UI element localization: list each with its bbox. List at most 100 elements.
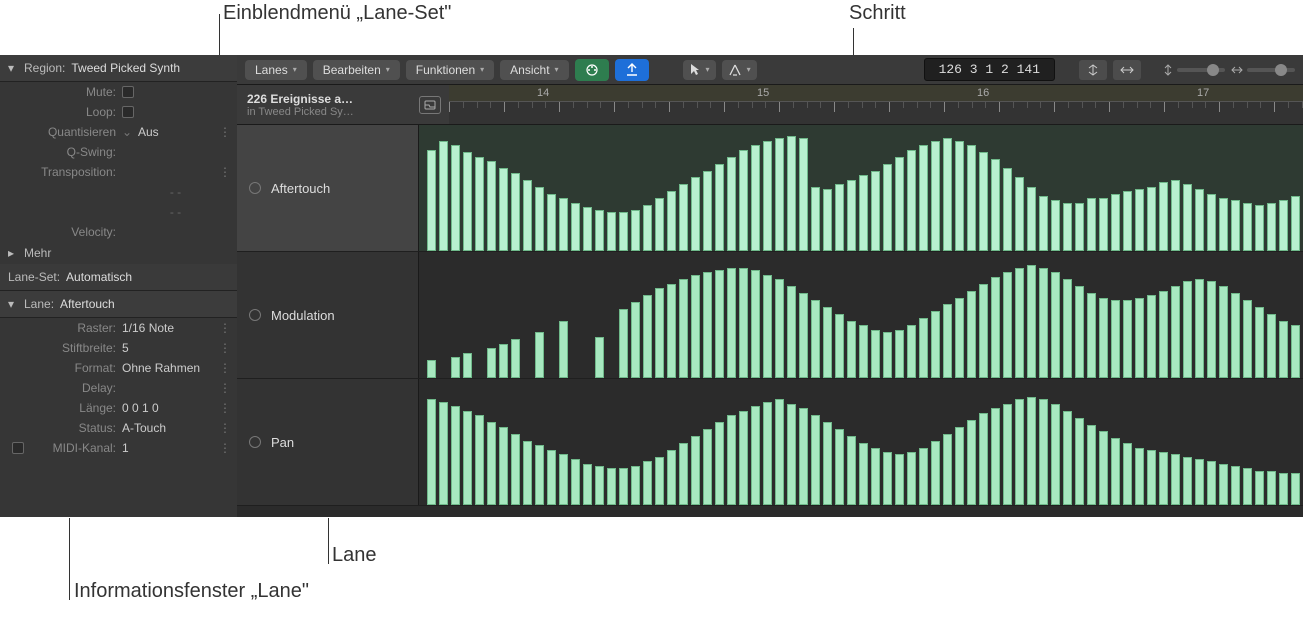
step-bar[interactable]: [463, 411, 472, 505]
step-bar[interactable]: [1219, 198, 1228, 251]
step-bar[interactable]: [535, 445, 544, 505]
step-bar[interactable]: [1063, 279, 1072, 378]
step-bar[interactable]: [559, 321, 568, 379]
step-bar[interactable]: [1075, 418, 1084, 505]
grid-row[interactable]: Raster:1/16 Note⋮: [0, 318, 237, 338]
vertical-zoom-slider[interactable]: [1163, 64, 1225, 76]
lane-header[interactable]: Aftertouch: [237, 125, 419, 251]
step-bar[interactable]: [451, 406, 460, 505]
step-bar[interactable]: [1291, 325, 1300, 378]
step-bar[interactable]: [559, 454, 568, 505]
step-bar[interactable]: [595, 337, 604, 378]
step-bar[interactable]: [979, 284, 988, 378]
step-bar[interactable]: [931, 311, 940, 378]
step-bar[interactable]: [463, 353, 472, 378]
step-bar[interactable]: [991, 408, 1000, 505]
step-bar[interactable]: [823, 189, 832, 251]
step-bar[interactable]: [607, 212, 616, 251]
step-bar[interactable]: [799, 408, 808, 505]
step-bar[interactable]: [1147, 450, 1156, 505]
step-bar[interactable]: [811, 300, 820, 378]
step-bar[interactable]: [859, 175, 868, 251]
step-bar[interactable]: [835, 314, 844, 378]
step-bar[interactable]: [571, 203, 580, 251]
step-bar[interactable]: [907, 325, 916, 378]
lane-enable-dot[interactable]: [249, 436, 261, 448]
step-bar[interactable]: [1195, 279, 1204, 378]
step-bar[interactable]: [583, 207, 592, 251]
midich-checkbox[interactable]: [12, 442, 24, 454]
loop-checkbox[interactable]: [122, 106, 134, 118]
step-bar[interactable]: [1255, 205, 1264, 251]
step-bar[interactable]: [763, 275, 772, 379]
step-bar[interactable]: [739, 150, 748, 251]
step-bar[interactable]: [943, 434, 952, 505]
step-bar[interactable]: [859, 443, 868, 505]
step-bar[interactable]: [1099, 298, 1108, 379]
step-bar[interactable]: [991, 159, 1000, 251]
step-bar[interactable]: [1207, 461, 1216, 505]
step-bar[interactable]: [1243, 203, 1252, 251]
lanes-menu[interactable]: Lanes▾: [245, 60, 307, 80]
step-bar[interactable]: [739, 411, 748, 505]
step-bar[interactable]: [1159, 182, 1168, 251]
step-bar[interactable]: [895, 157, 904, 251]
edit-menu[interactable]: Bearbeiten▾: [313, 60, 400, 80]
step-bar[interactable]: [535, 332, 544, 378]
step-bar[interactable]: [1231, 293, 1240, 378]
quantize-row[interactable]: Quantisieren ⌄ Aus ⋮: [0, 122, 237, 142]
step-bar[interactable]: [643, 461, 652, 505]
step-bar[interactable]: [427, 360, 436, 378]
step-bar[interactable]: [1123, 443, 1132, 505]
step-bar[interactable]: [1279, 200, 1288, 251]
step-bar[interactable]: [787, 136, 796, 251]
step-bar[interactable]: [1135, 189, 1144, 251]
step-bar[interactable]: [1027, 187, 1036, 251]
step-bar[interactable]: [847, 180, 856, 251]
loop-row[interactable]: Loop:: [0, 102, 237, 122]
step-bar[interactable]: [427, 399, 436, 505]
step-bar[interactable]: [763, 402, 772, 506]
step-bar[interactable]: [883, 452, 892, 505]
step-bar[interactable]: [967, 420, 976, 505]
step-bar[interactable]: [799, 293, 808, 378]
step-bar[interactable]: [1291, 196, 1300, 251]
step-bar[interactable]: [1267, 471, 1276, 506]
step-bar[interactable]: [595, 466, 604, 505]
step-bar[interactable]: [619, 468, 628, 505]
step-bar[interactable]: [775, 399, 784, 505]
step-bar[interactable]: [883, 164, 892, 251]
step-bar[interactable]: [691, 275, 700, 379]
step-bar[interactable]: [1255, 307, 1264, 378]
step-bar[interactable]: [835, 429, 844, 505]
lane-set-row[interactable]: Lane-Set: Automatisch: [0, 264, 237, 291]
step-bar[interactable]: [1183, 457, 1192, 505]
step-bar[interactable]: [1135, 448, 1144, 506]
step-bar[interactable]: [871, 330, 880, 378]
step-bar[interactable]: [439, 141, 448, 251]
lane-row[interactable]: Modulation: [237, 252, 1303, 379]
step-bar[interactable]: [775, 138, 784, 251]
lane-enable-dot[interactable]: [249, 309, 261, 321]
step-bar[interactable]: [787, 404, 796, 505]
step-bar[interactable]: [859, 325, 868, 378]
step-bar[interactable]: [1111, 194, 1120, 252]
step-bar[interactable]: [883, 332, 892, 378]
step-bar[interactable]: [643, 205, 652, 251]
length-row[interactable]: Länge:0 0 1 0⋮: [0, 398, 237, 418]
step-bar[interactable]: [919, 448, 928, 506]
step-bar[interactable]: [487, 422, 496, 505]
step-bar[interactable]: [727, 268, 736, 378]
step-bar[interactable]: [1195, 189, 1204, 251]
step-bar[interactable]: [739, 268, 748, 378]
step-bar[interactable]: [703, 272, 712, 378]
lane-body[interactable]: [419, 125, 1303, 251]
step-bar[interactable]: [691, 177, 700, 251]
step-bar[interactable]: [847, 321, 856, 379]
step-bar[interactable]: [1087, 293, 1096, 378]
step-bar[interactable]: [1279, 321, 1288, 379]
step-bar[interactable]: [451, 357, 460, 378]
step-bar[interactable]: [475, 415, 484, 505]
step-bar[interactable]: [487, 161, 496, 251]
catch-button[interactable]: [615, 59, 649, 81]
